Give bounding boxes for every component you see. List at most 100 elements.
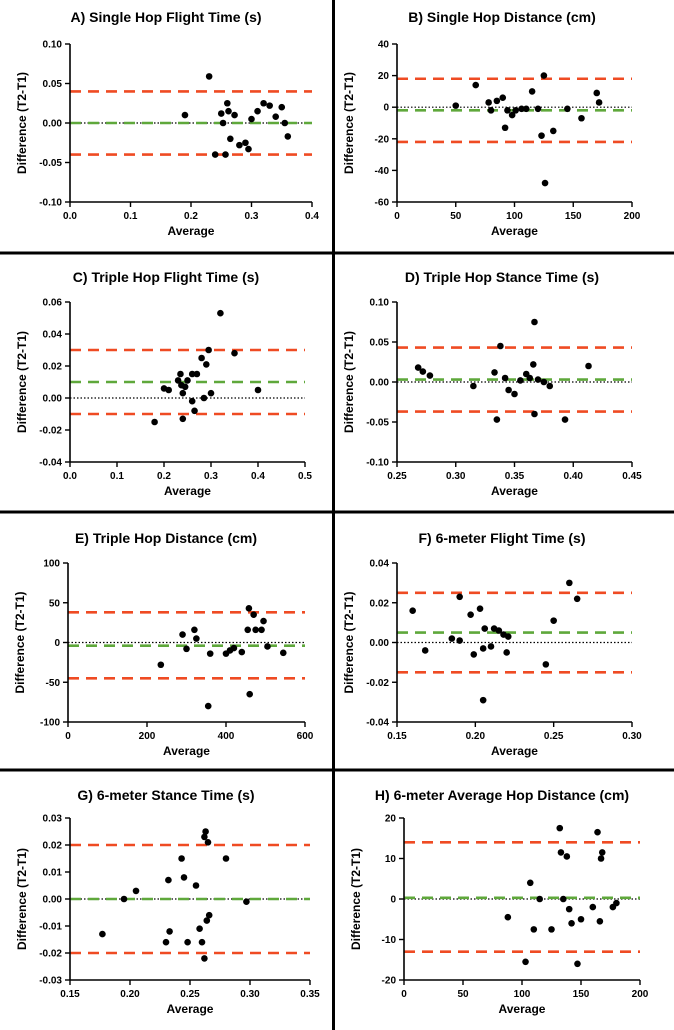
data-point-g bbox=[203, 917, 211, 924]
data-point-g bbox=[204, 839, 212, 846]
data-point-c bbox=[203, 361, 210, 368]
y-axis-label-c: Difference (T2-T1) bbox=[15, 331, 29, 433]
data-point-g bbox=[162, 938, 170, 946]
y-tick-label-h: -10 bbox=[382, 935, 397, 946]
x-tick-label-g: 0.25 bbox=[180, 989, 200, 1000]
data-point-b bbox=[564, 105, 571, 113]
data-point-c bbox=[254, 386, 262, 394]
data-point-g bbox=[196, 925, 203, 932]
data-point-e bbox=[246, 690, 253, 698]
x-axis-label-a: Average bbox=[168, 224, 215, 238]
x-tick-label-d: 0.45 bbox=[622, 471, 642, 482]
data-point-d bbox=[505, 386, 512, 394]
y-tick-label-b: -60 bbox=[375, 198, 390, 209]
data-point-b bbox=[493, 97, 501, 105]
data-point-h bbox=[597, 855, 605, 862]
y-tick-label-d: -0.05 bbox=[366, 418, 389, 429]
y-tick-label-c: 0.00 bbox=[43, 394, 63, 405]
data-point-a bbox=[284, 133, 292, 140]
data-point-a bbox=[219, 119, 227, 127]
x-tick-label-d: 0.40 bbox=[564, 471, 584, 482]
y-tick-label-g: 0.00 bbox=[43, 895, 63, 906]
data-point-h bbox=[596, 917, 604, 925]
x-tick-label-d: 0.25 bbox=[387, 471, 407, 482]
data-point-g bbox=[198, 938, 206, 946]
data-point-a bbox=[205, 73, 213, 80]
data-point-b bbox=[487, 107, 495, 114]
chart-title-a: A) Single Hop Flight Time (s) bbox=[70, 9, 261, 25]
data-point-d bbox=[517, 377, 524, 384]
data-point-a bbox=[231, 111, 238, 119]
data-point-b bbox=[504, 107, 511, 114]
y-tick-label-e: 50 bbox=[49, 598, 61, 609]
data-point-g bbox=[205, 911, 213, 919]
data-point-a bbox=[211, 151, 219, 158]
y-axis-label-g: Difference (T2-T1) bbox=[15, 848, 29, 950]
data-point-a bbox=[260, 99, 267, 107]
y-tick-label-f: 0.02 bbox=[370, 598, 390, 609]
data-point-f bbox=[481, 625, 489, 632]
data-point-f bbox=[467, 611, 474, 618]
x-tick-label-d: 0.35 bbox=[505, 471, 525, 482]
data-point-e bbox=[244, 626, 252, 634]
x-tick-label-g: 0.35 bbox=[300, 989, 320, 1000]
data-point-e bbox=[204, 702, 212, 710]
chart-title-d: D) Triple Hop Stance Time (s) bbox=[405, 269, 599, 285]
y-tick-label-f: 0.00 bbox=[370, 638, 390, 649]
y-tick-label-c: 0.06 bbox=[43, 298, 63, 309]
data-point-a bbox=[266, 102, 273, 109]
chart-panel-e: E) Triple Hop Distance (cm) -100 -50 0 50 100… bbox=[13, 530, 314, 758]
y-tick-label-b: 40 bbox=[378, 40, 390, 51]
data-point-h bbox=[548, 926, 555, 933]
data-point-g bbox=[178, 855, 185, 862]
data-point-e bbox=[179, 631, 186, 638]
data-point-f bbox=[479, 696, 487, 704]
data-point-b bbox=[452, 102, 460, 109]
y-tick-label-f: -0.04 bbox=[366, 718, 389, 729]
data-point-g bbox=[120, 895, 128, 903]
data-point-b bbox=[472, 81, 480, 89]
data-point-d bbox=[497, 342, 504, 350]
chart-title-e: E) Triple Hop Distance (cm) bbox=[75, 530, 257, 546]
y-tick-label-a: -0.05 bbox=[39, 158, 62, 169]
x-axis-label-c: Average bbox=[164, 484, 211, 498]
y-axis-label-f: Difference (T2-T1) bbox=[342, 591, 356, 693]
data-point-d bbox=[501, 374, 509, 382]
x-tick-label-b: 200 bbox=[624, 211, 641, 222]
data-point-e bbox=[245, 605, 253, 612]
x-tick-label-g: 0.30 bbox=[240, 989, 260, 1000]
data-point-d bbox=[511, 390, 518, 398]
data-point-b bbox=[578, 114, 585, 122]
y-tick-label-b: -20 bbox=[375, 134, 390, 145]
data-point-h bbox=[565, 905, 573, 913]
data-point-g bbox=[202, 828, 209, 835]
y-tick-label-d: 0.00 bbox=[370, 378, 390, 389]
data-point-h bbox=[563, 853, 571, 860]
y-tick-label-h: -20 bbox=[382, 976, 397, 987]
data-point-a bbox=[217, 110, 225, 117]
data-point-d bbox=[530, 361, 537, 368]
x-tick-label-a: 0.2 bbox=[184, 211, 198, 222]
data-point-b bbox=[593, 89, 601, 97]
data-point-h bbox=[556, 824, 564, 832]
x-tick-label-c: 0.3 bbox=[204, 471, 218, 482]
data-point-c bbox=[207, 389, 215, 397]
data-point-g bbox=[201, 833, 208, 841]
x-tick-label-h: 50 bbox=[457, 989, 469, 1000]
data-point-h bbox=[530, 926, 538, 933]
x-tick-label-g: 0.20 bbox=[120, 989, 140, 1000]
data-point-c bbox=[217, 309, 224, 317]
data-point-h bbox=[594, 828, 601, 836]
x-axis-label-b: Average bbox=[491, 224, 538, 238]
data-point-h bbox=[589, 903, 597, 911]
data-point-g bbox=[180, 874, 188, 881]
data-point-d bbox=[426, 372, 434, 379]
x-tick-label-e: 0 bbox=[65, 731, 71, 742]
data-point-b bbox=[541, 179, 549, 187]
y-tick-label-h: 10 bbox=[385, 854, 397, 865]
x-axis-label-g: Average bbox=[167, 1002, 214, 1016]
data-point-f bbox=[476, 605, 484, 613]
data-point-c bbox=[165, 386, 172, 394]
data-point-e bbox=[258, 626, 265, 634]
y-tick-label-g: 0.02 bbox=[43, 841, 63, 852]
